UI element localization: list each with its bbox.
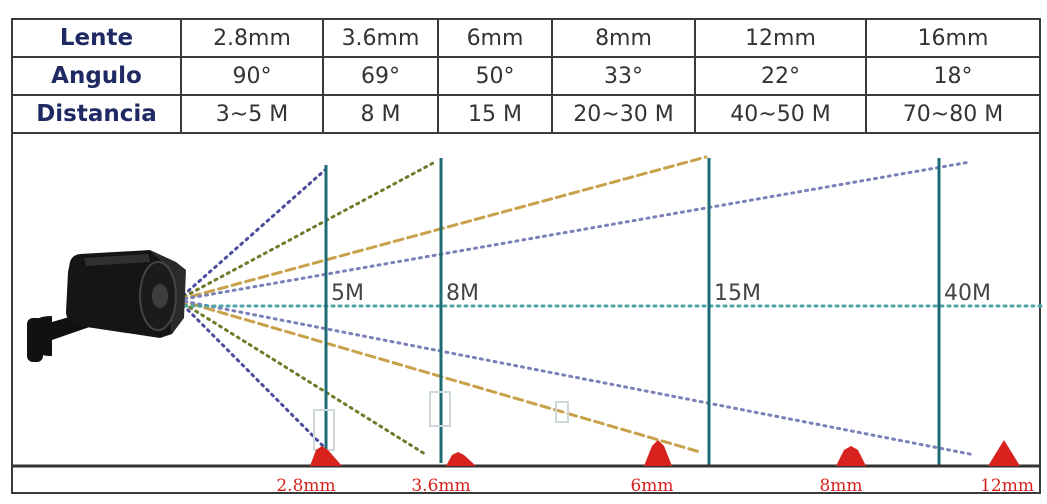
table-cell: 33° — [551, 56, 696, 96]
row-lente: Lente 2.8mm 3.6mm 6mm 8mm 12mm 16mm — [13, 20, 1039, 58]
diagram-frame: Lente 2.8mm 3.6mm 6mm 8mm 12mm 16mm Angulo 90° 69… — [11, 18, 1041, 494]
traffic-cone-icon — [446, 452, 476, 466]
lens-label-12mm: 12mm — [980, 476, 1034, 496]
table-cell: 50° — [437, 56, 553, 96]
row-angulo: Angulo 90° 69° 50° 33° 22° 18° — [13, 56, 1039, 96]
table-cell: 3.6mm — [322, 20, 439, 58]
distance-label-40m: 40M — [944, 281, 991, 306]
table-cell: 3~5 M — [180, 94, 324, 134]
traffic-cone-icon — [310, 446, 342, 466]
row-header: Distancia — [13, 94, 182, 134]
distance-posts — [324, 158, 941, 467]
distance-label-8m: 8M — [446, 281, 479, 306]
traffic-cone-icon — [836, 446, 866, 466]
security-camera-icon — [27, 250, 186, 362]
distance-label-15m: 15M — [714, 281, 761, 306]
lens-label-2-8mm: 2.8mm — [276, 476, 335, 496]
lens-label-6mm: 6mm — [630, 476, 673, 496]
fov-lines — [176, 155, 1046, 457]
table-cell: 12mm — [694, 20, 867, 58]
row-header: Lente — [13, 20, 182, 58]
table-cell: 16mm — [865, 20, 1039, 58]
table-cell: 70~80 M — [865, 94, 1039, 134]
traffic-cone-icon — [644, 440, 672, 466]
distance-label-5m: 5M — [331, 281, 364, 306]
table-cell: 20~30 M — [551, 94, 696, 134]
table-cell: 18° — [865, 56, 1039, 96]
fov-line-8mm-lower — [176, 298, 977, 457]
table-cell: 22° — [694, 56, 867, 96]
table-cell: 8mm — [551, 20, 696, 58]
fov-line-3-6mm-upper — [176, 160, 437, 302]
fov-line-6mm-lower — [176, 298, 702, 454]
table-cell: 69° — [322, 56, 439, 96]
fov-line-2-8mm-upper — [176, 168, 327, 302]
table-cell: 8 M — [322, 94, 439, 134]
table-cell: 2.8mm — [180, 20, 324, 58]
table-cell: 90° — [180, 56, 324, 96]
lens-label-3-6mm: 3.6mm — [411, 476, 470, 496]
table-cell: 15 M — [437, 94, 553, 134]
fov-line-3-6mm-lower — [176, 298, 427, 456]
lens-spec-table: Lente 2.8mm 3.6mm 6mm 8mm 12mm 16mm Angulo 90° 69… — [13, 20, 1039, 134]
traffic-cones — [310, 440, 1020, 466]
fov-line-8mm-upper — [176, 160, 972, 302]
fov-line-2-8mm-lower — [176, 298, 327, 450]
table-cell: 6mm — [437, 20, 553, 58]
traffic-cone-icon — [988, 440, 1020, 466]
row-header: Angulo — [13, 56, 182, 96]
lens-label-8mm: 8mm — [819, 476, 862, 496]
table-cell: 40~50 M — [694, 94, 867, 134]
